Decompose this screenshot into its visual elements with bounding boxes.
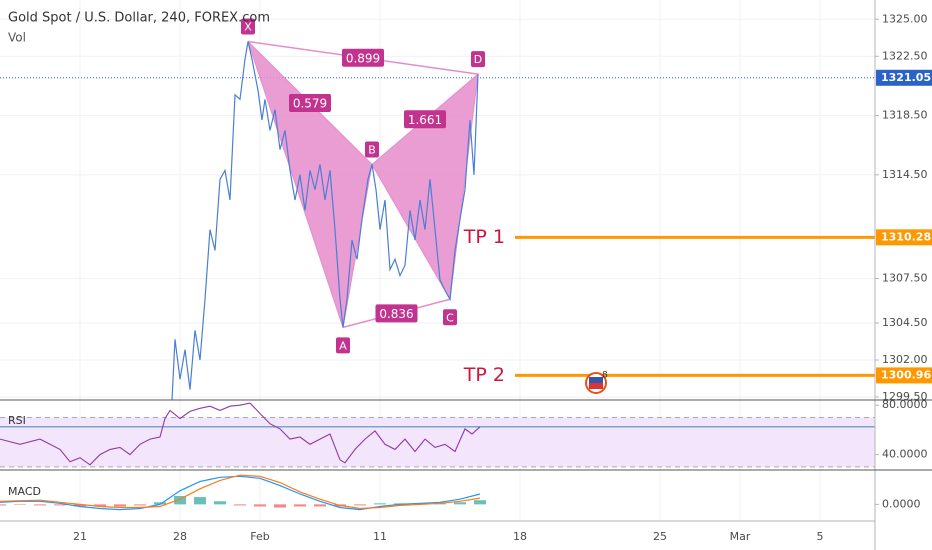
- last-price-box: [876, 69, 932, 86]
- histogram-bar: [254, 504, 266, 507]
- y-tick-label: 1299.50: [882, 390, 928, 403]
- histogram-bar: [374, 503, 386, 505]
- y-tick-label: 1318.50: [882, 109, 928, 122]
- flag-part: [589, 383, 603, 389]
- point-box: [336, 337, 350, 354]
- histogram-bar: [34, 504, 46, 506]
- histogram-bar: [194, 497, 206, 505]
- ratio-box: [289, 93, 331, 112]
- y-tick-label: 1325.00: [882, 12, 928, 25]
- tp-label: TP 1: [463, 226, 505, 248]
- point-box: [471, 51, 485, 68]
- ratio-box: [404, 110, 446, 129]
- x-tick-label: 21: [73, 530, 87, 543]
- point-box: [365, 141, 379, 158]
- subtitle: Vol: [8, 31, 26, 45]
- histogram-bar: [354, 504, 366, 506]
- y-tick-label: 0.0000: [882, 497, 921, 510]
- point-label: C: [446, 311, 454, 324]
- histogram-bar: [134, 504, 146, 506]
- pane-title: RSI: [8, 414, 26, 427]
- rsi-line: [0, 402, 481, 466]
- histogram-bar: [0, 504, 6, 506]
- rsi-band: [0, 417, 875, 467]
- tp-price-box: [876, 229, 932, 246]
- tp-price-box: [876, 367, 932, 384]
- histogram-bar: [114, 504, 126, 507]
- ratio-label: 0.836: [379, 307, 413, 321]
- point-label: D: [474, 53, 482, 66]
- ratio-label: 0.899: [346, 51, 380, 65]
- macd-pane: [0, 470, 821, 520]
- y-tick-label: 1322.50: [882, 49, 928, 62]
- chart-title: Gold Spot / U.S. Dollar, 240, FOREX.com: [8, 11, 270, 26]
- histogram-bar: [214, 501, 226, 505]
- point-label: A: [339, 339, 347, 352]
- histogram-bar: [54, 504, 66, 506]
- point-label: X: [244, 20, 252, 33]
- pane-title: MACD: [8, 485, 41, 498]
- signal-line: [0, 474, 481, 510]
- point-box: [443, 309, 457, 326]
- rsi-pane: [0, 400, 875, 470]
- ratio-box: [375, 304, 418, 323]
- point-label: B: [368, 143, 376, 156]
- x-tick-label: Feb: [250, 530, 269, 543]
- ratio-label: 1.661: [408, 113, 442, 127]
- y-tick-label: 1304.50: [882, 316, 928, 329]
- point-box: [241, 18, 255, 35]
- price-line: [171, 41, 479, 400]
- tp-price-label: 1310.28: [881, 230, 931, 243]
- histogram-bar: [94, 504, 106, 507]
- x-tick-label: 5: [817, 530, 824, 543]
- macd-line: [0, 475, 481, 511]
- x-tick-label: 18: [513, 530, 527, 543]
- event-count: 8: [602, 371, 608, 381]
- x-tick-label: 28: [173, 530, 187, 543]
- x-tick-label: 25: [653, 530, 667, 543]
- histogram-bar: [274, 504, 286, 508]
- histogram-bar: [154, 502, 166, 505]
- y-tick-label: 1314.50: [882, 168, 928, 181]
- flag-part: [589, 377, 603, 383]
- x-tick-label: 11: [373, 530, 387, 543]
- histogram-bar: [234, 504, 246, 506]
- histogram-bar: [74, 504, 86, 507]
- y-tick-label: 80.0000: [882, 398, 928, 411]
- y-tick-label: 1307.50: [882, 272, 928, 285]
- ratio-label: 0.579: [293, 96, 327, 110]
- histogram-bar: [314, 504, 326, 507]
- price-pane: 0.579 1.661 0.899 0.836 X A B C D TP 1 TP 2: [0, 0, 875, 400]
- last-price-label: 1321.05: [881, 71, 931, 84]
- pattern-fill: [371, 72, 479, 301]
- ratio-box: [342, 48, 384, 67]
- histogram-bar: [174, 496, 186, 505]
- histogram-bar: [454, 502, 466, 505]
- y-tick-label: 1302.00: [882, 353, 928, 366]
- event-icon[interactable]: 8: [585, 371, 608, 394]
- x-tick-label: Mar: [730, 530, 751, 543]
- histogram-bar: [294, 504, 306, 507]
- pattern-fill: [247, 41, 373, 328]
- histogram-bar: [14, 504, 26, 505]
- histogram-bar: [474, 500, 486, 505]
- y-tick-label: 40.0000: [882, 448, 928, 461]
- tp-price-label: 1300.96: [881, 368, 931, 381]
- tp-label: TP 2: [463, 364, 505, 386]
